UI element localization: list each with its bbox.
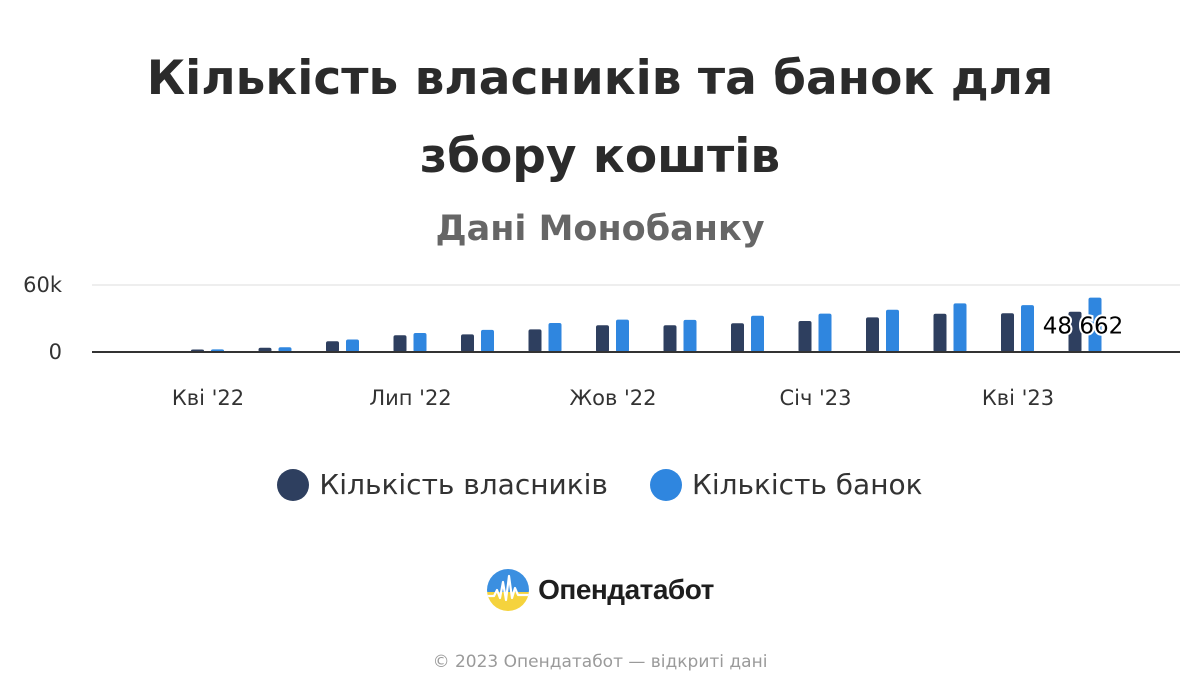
x-tick-label: Січ '23 [779, 386, 851, 410]
x-tick-label: Лип '22 [369, 386, 451, 410]
bar-jars-7 [616, 319, 629, 352]
y-tick-label-60k: 60k [23, 273, 63, 297]
bar-jars-8 [683, 319, 697, 352]
legend-marker-jars [649, 468, 682, 501]
bar-jars-3 [346, 339, 359, 352]
bar-owners-3 [326, 341, 339, 352]
bar-owners-13 [1001, 313, 1014, 352]
bar-owners-8 [663, 325, 677, 352]
footer-copyright: © 2023 Опендатабот — відкриті дані [432, 652, 768, 672]
bar-owners-14 [1068, 311, 1082, 352]
bar-owners-11 [866, 317, 879, 352]
legend-item-jars[interactable]: Кількість банок [649, 468, 923, 501]
legend-label-owners: Кількість власників [319, 468, 608, 501]
bar-owners-6 [528, 329, 542, 352]
chart-subtitle: Дані Монобанку [435, 209, 765, 249]
opendatabot-logo-icon [487, 569, 530, 611]
bar-jars-14 [1088, 297, 1102, 352]
bar-jars-11 [886, 309, 899, 352]
bar-jars-6 [548, 322, 562, 352]
bar-owners-12 [933, 313, 947, 352]
x-tick-label: Кві '23 [982, 386, 1054, 410]
x-tick-label: Кві '22 [172, 386, 244, 410]
bar-jars-13 [1021, 305, 1034, 352]
chart-legend: Кількість власників Кількість банок [0, 468, 1200, 501]
bar-jars-9 [751, 315, 764, 352]
bar-jars-2 [278, 347, 292, 352]
legend-label-jars: Кількість банок [691, 468, 923, 501]
bar-owners-4 [393, 335, 407, 352]
chart-title-line-2: збору коштів [419, 129, 781, 184]
x-tick-label: Жов '22 [569, 386, 656, 410]
bar-owners-5 [461, 334, 474, 352]
bar-owners-7 [596, 325, 609, 352]
chart-title-line-1: Кількість власників та банок для [146, 51, 1054, 106]
legend-item-owners[interactable]: Кількість власників [277, 468, 608, 501]
bar-owners-10 [798, 320, 812, 352]
legend-marker-owners [277, 468, 310, 501]
data-label-last: 48 662 [1043, 314, 1123, 340]
bar-owners-9 [731, 323, 744, 352]
bar-jars-4 [413, 333, 427, 352]
brand-name: Опендатабот [538, 574, 714, 605]
bar-jars-10 [818, 313, 832, 352]
chart-title: Кількість власників та банок для збору к… [0, 40, 1200, 196]
brand-logo[interactable]: Опендатабот [0, 568, 1200, 612]
bar-jars-12 [953, 303, 967, 352]
bar-owners-2 [258, 347, 272, 352]
bar-jars-5 [481, 329, 494, 352]
y-tick-label-0: 0 [49, 340, 62, 364]
